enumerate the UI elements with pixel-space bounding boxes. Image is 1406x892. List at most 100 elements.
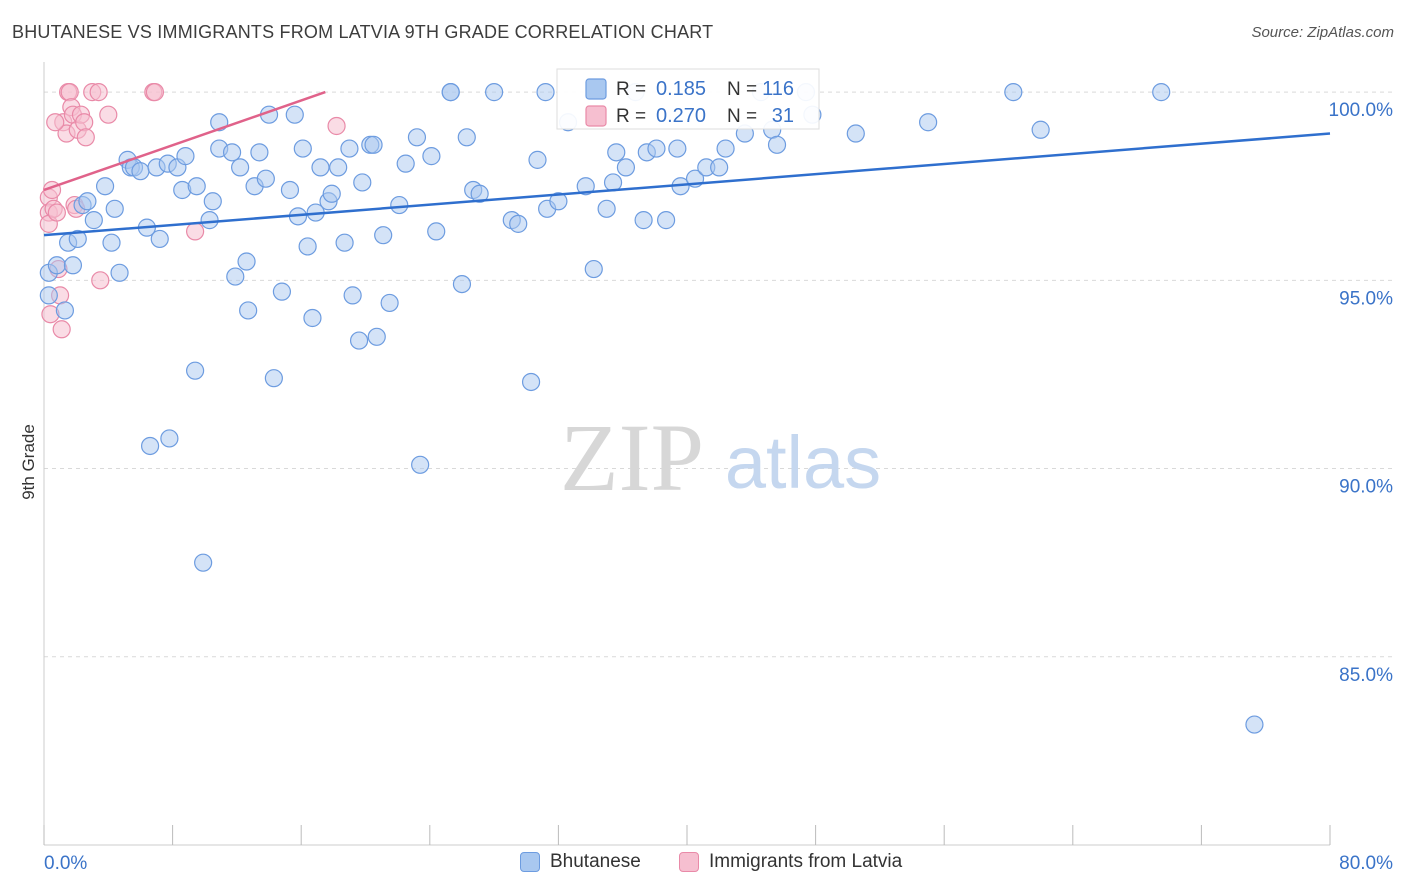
point-bhutanese xyxy=(584,259,603,279)
point-bhutanese xyxy=(1245,715,1264,734)
point-bhutanese xyxy=(353,173,372,192)
stats-swatch xyxy=(585,78,607,100)
point-bhutanese xyxy=(616,158,636,177)
point-bhutanese xyxy=(222,143,242,162)
point-bhutanese xyxy=(407,128,427,147)
stats-r-value: 0.185 xyxy=(656,78,706,100)
point-bhutanese xyxy=(256,169,275,188)
legend-swatch-blue xyxy=(520,852,540,872)
legend-item-latvia[interactable]: Immigrants from Latvia xyxy=(679,851,902,873)
point-bhutanese xyxy=(634,211,653,230)
point-bhutanese xyxy=(509,214,528,233)
source-credit: Source: ZipAtlas.com xyxy=(1251,24,1394,41)
point-latvia xyxy=(47,203,66,222)
trend-line-latvia xyxy=(43,90,326,192)
point-bhutanese xyxy=(186,361,205,380)
point-bhutanese xyxy=(280,180,300,200)
stats-n-label: N = xyxy=(727,79,757,100)
point-bhutanese xyxy=(335,233,354,252)
stats-n-label: N = xyxy=(727,106,757,127)
point-latvia xyxy=(89,83,108,102)
stats-r-value: 0.270 xyxy=(656,105,706,127)
point-latvia xyxy=(52,320,71,339)
point-bhutanese xyxy=(272,282,292,301)
point-latvia xyxy=(76,128,95,147)
point-bhutanese xyxy=(411,455,430,474)
point-bhutanese xyxy=(298,237,317,256)
legend-item-bhutanese[interactable]: Bhutanese xyxy=(520,851,641,873)
point-latvia xyxy=(145,83,165,102)
point-bhutanese xyxy=(311,158,330,177)
point-bhutanese xyxy=(390,195,409,215)
point-bhutanese xyxy=(95,177,115,196)
point-bhutanese xyxy=(536,83,555,102)
y-tick-label: 85.0% xyxy=(1339,665,1393,686)
point-bhutanese xyxy=(187,177,206,196)
point-bhutanese xyxy=(293,139,312,158)
point-bhutanese xyxy=(264,369,283,388)
point-bhutanese xyxy=(203,192,222,211)
point-bhutanese xyxy=(607,143,626,162)
point-bhutanese xyxy=(105,199,124,218)
point-bhutanese xyxy=(39,286,58,305)
point-bhutanese xyxy=(63,256,83,275)
point-latvia xyxy=(91,271,110,290)
point-bhutanese xyxy=(457,128,476,147)
point-latvia xyxy=(327,116,346,136)
point-bhutanese xyxy=(576,177,595,196)
point-bhutanese xyxy=(657,211,676,230)
point-bhutanese xyxy=(422,147,441,166)
point-latvia xyxy=(60,83,79,102)
point-bhutanese xyxy=(549,192,568,211)
point-bhutanese xyxy=(380,293,399,313)
point-bhutanese xyxy=(710,158,729,177)
y-tick-label: 100.0% xyxy=(1329,100,1394,121)
point-bhutanese xyxy=(367,327,386,346)
chart-title: BHUTANESE VS IMMIGRANTS FROM LATVIA 9TH … xyxy=(12,22,714,42)
point-bhutanese xyxy=(160,429,179,448)
point-bhutanese xyxy=(452,275,472,294)
point-bhutanese xyxy=(285,105,304,124)
point-bhutanese xyxy=(231,158,250,177)
point-bhutanese xyxy=(485,83,504,102)
point-bhutanese xyxy=(349,331,369,350)
point-bhutanese xyxy=(1031,120,1050,139)
point-latvia xyxy=(75,113,94,132)
point-bhutanese xyxy=(1004,83,1023,102)
point-bhutanese xyxy=(364,135,383,154)
point-bhutanese xyxy=(226,267,245,286)
point-bhutanese xyxy=(55,301,74,320)
point-bhutanese xyxy=(767,135,787,154)
point-bhutanese xyxy=(919,113,938,132)
point-bhutanese xyxy=(846,124,865,143)
y-tick-label: 95.0% xyxy=(1339,288,1393,309)
point-bhutanese xyxy=(322,184,341,203)
point-bhutanese xyxy=(647,139,666,158)
trend-line-bhutanese xyxy=(43,132,1331,237)
point-bhutanese xyxy=(150,229,169,249)
point-bhutanese xyxy=(427,222,446,241)
point-bhutanese xyxy=(343,286,362,305)
x-tick-label-min: 0.0% xyxy=(44,853,87,874)
point-bhutanese xyxy=(47,256,66,275)
point-latvia xyxy=(186,222,205,241)
y-tick-label: 90.0% xyxy=(1339,477,1393,498)
point-bhutanese xyxy=(237,252,256,271)
point-bhutanese xyxy=(396,154,415,173)
point-bhutanese xyxy=(329,158,348,177)
point-bhutanese xyxy=(194,553,213,572)
point-bhutanese xyxy=(470,184,489,203)
point-bhutanese xyxy=(441,83,460,102)
point-bhutanese xyxy=(140,436,160,456)
stats-r-label: R = xyxy=(616,106,646,127)
point-latvia xyxy=(99,105,118,124)
point-bhutanese xyxy=(1152,83,1171,102)
point-bhutanese xyxy=(102,233,121,252)
point-bhutanese xyxy=(374,226,393,245)
point-bhutanese xyxy=(597,199,616,218)
point-bhutanese xyxy=(250,143,269,162)
x-tick-label-max: 80.0% xyxy=(1339,853,1393,874)
stats-n-value: 31 xyxy=(772,105,794,127)
point-bhutanese xyxy=(110,263,129,282)
